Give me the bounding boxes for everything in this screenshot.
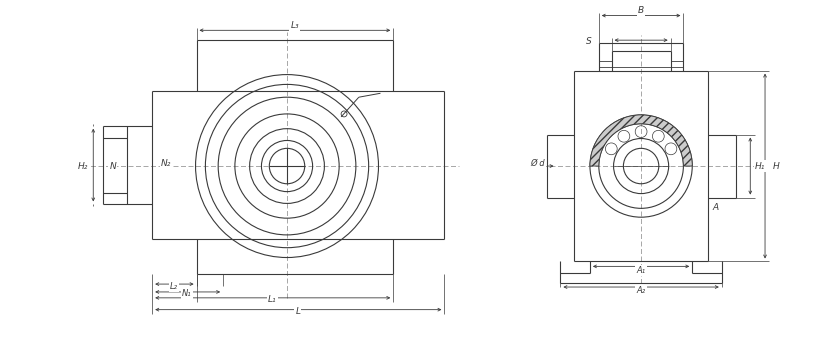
Text: Ø d: Ø d — [530, 159, 545, 168]
Text: N: N — [109, 162, 117, 171]
Text: A: A — [713, 203, 719, 212]
Text: L₁: L₁ — [268, 295, 277, 304]
Text: H: H — [773, 162, 779, 171]
Text: S: S — [586, 37, 592, 46]
Text: L₂: L₂ — [170, 282, 178, 291]
Text: N₁: N₁ — [182, 289, 192, 298]
Text: H₂: H₂ — [78, 162, 89, 171]
Text: B: B — [638, 6, 644, 15]
Text: H₁: H₁ — [755, 162, 765, 171]
Text: L: L — [295, 307, 300, 316]
Text: A₂: A₂ — [636, 287, 645, 295]
Text: N₂: N₂ — [161, 159, 171, 168]
Text: L₃: L₃ — [290, 21, 299, 30]
Text: A₁: A₁ — [636, 266, 645, 275]
Wedge shape — [590, 115, 692, 166]
